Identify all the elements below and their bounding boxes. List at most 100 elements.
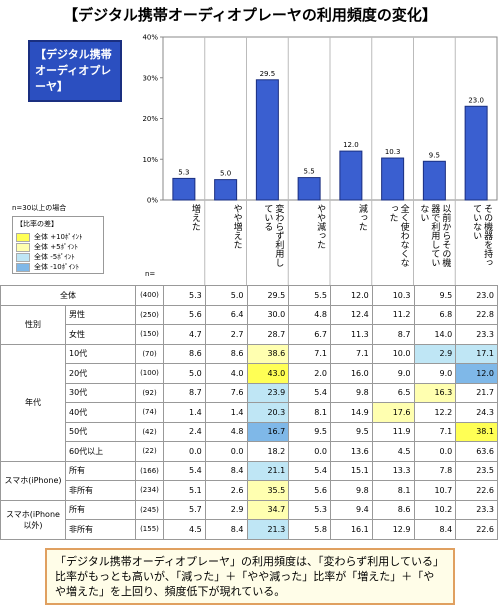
table-row: スマホ(iPhone以外) 所有 (245) 5.7 2.9 34.7 5.3 9.4 8.6 1… xyxy=(0,499,498,540)
legend-swatch xyxy=(16,252,30,262)
y-tick-label: 20% xyxy=(142,115,158,123)
cell: 4.8 xyxy=(288,304,331,325)
sample-size: (92) xyxy=(135,382,164,403)
cell: 2.9 xyxy=(413,343,457,364)
cell: 5.4 xyxy=(163,460,206,481)
table-row: 非所有 (234) 5.1 2.6 35.5 5.6 9.8 8.1 10.7 22.6 xyxy=(1,480,498,501)
cell: 13.3 xyxy=(371,460,415,481)
value-label: 9.5 xyxy=(429,151,440,159)
cell: 6.4 xyxy=(204,304,248,325)
cell: 12.9 xyxy=(371,519,415,540)
sample-size: (166) xyxy=(135,460,164,481)
x-tick-label: 減った xyxy=(356,204,367,231)
cell: 35.5 xyxy=(246,480,290,501)
cell: 14.0 xyxy=(413,324,457,345)
sample-size: (250) xyxy=(135,304,164,325)
table-row: 60代以上 (22) 0.0 0.0 18.2 0.0 13.6 4.5 0.0 63.6 xyxy=(1,441,498,462)
bar xyxy=(464,105,488,201)
cell: 8.4 xyxy=(204,519,248,540)
legend-title: 【比率の差】 xyxy=(16,220,58,228)
cell: 5.5 xyxy=(288,285,331,306)
cell: 9.5 xyxy=(330,421,373,442)
cell: 43.0 xyxy=(246,363,290,384)
row-label: 50代 xyxy=(65,421,136,442)
cell: 16.3 xyxy=(413,382,457,403)
value-label: 5.3 xyxy=(178,168,189,176)
cell: 12.0 xyxy=(330,285,373,306)
bar xyxy=(172,177,196,201)
bar xyxy=(255,79,279,201)
cell: 0.0 xyxy=(163,441,206,462)
cell: 7.8 xyxy=(413,460,457,481)
cell: 5.1 xyxy=(163,480,206,501)
cell: 23.0 xyxy=(455,285,498,306)
cell: 9.4 xyxy=(330,499,373,520)
cell: 9.8 xyxy=(330,480,373,501)
row-label: 所有 xyxy=(65,499,136,520)
y-tick-label: 10% xyxy=(142,156,158,164)
cell: 1.4 xyxy=(163,402,206,423)
bar xyxy=(214,179,238,201)
cell: 5.4 xyxy=(288,382,331,403)
cell: 21.3 xyxy=(246,519,290,540)
cell: 1.4 xyxy=(204,402,248,423)
x-tick-label: やや減った xyxy=(315,204,326,249)
row-label: 非所有 xyxy=(65,480,136,501)
x-tick-label: 全く使わなくなった xyxy=(387,204,409,267)
bar xyxy=(297,177,321,201)
value-label: 23.0 xyxy=(468,96,484,104)
cell: 0.0 xyxy=(288,441,331,462)
table-row: 50代 (42) 2.4 4.8 16.7 9.5 9.5 11.9 7.1 38.1 xyxy=(1,421,498,442)
cell: 15.1 xyxy=(330,460,373,481)
cell: 4.8 xyxy=(204,421,248,442)
cell: 8.4 xyxy=(413,519,457,540)
cell: 14.9 xyxy=(330,402,373,423)
cell: 5.6 xyxy=(163,304,206,325)
cell: 7.6 xyxy=(204,382,248,403)
cell: 9.8 xyxy=(330,382,373,403)
legend-item: 全体 +5ﾎﾟｲﾝﾄ xyxy=(16,242,103,252)
row-label: 10代 xyxy=(65,343,136,364)
legend-label: 全体 +10ﾎﾟｲﾝﾄ xyxy=(34,233,83,241)
legend-item: 全体 -5ﾎﾟｲﾝﾄ xyxy=(16,252,103,262)
cell: 8.6 xyxy=(163,343,206,364)
cell: 10.3 xyxy=(371,285,415,306)
sample-size: (155) xyxy=(135,519,164,540)
cell: 12.2 xyxy=(413,402,457,423)
x-tick-label: やや増えた xyxy=(231,204,242,249)
title: 【デジタル携帯オーディオプレーヤの利用頻度の変化】 xyxy=(63,6,437,24)
cell: 38.1 xyxy=(455,421,498,442)
cell: 17.1 xyxy=(455,343,498,364)
y-tick-label: 30% xyxy=(142,74,158,82)
sample-size: (400) xyxy=(135,285,164,306)
cell: 2.4 xyxy=(163,421,206,442)
cell: 63.6 xyxy=(455,441,498,462)
cell: 10.7 xyxy=(413,480,457,501)
cell: 24.3 xyxy=(455,402,498,423)
sample-size: (70) xyxy=(135,343,164,364)
cell: 2.7 xyxy=(204,324,248,345)
row-label: 20代 xyxy=(65,363,136,384)
cell: 23.9 xyxy=(246,382,290,403)
cell: 29.5 xyxy=(246,285,290,306)
chart: 0% 10% 20% 30% 40% 5.3 5.0 29.5 5.5 12.0 10.3 9.5 23… xyxy=(142,34,498,285)
legend-label: 全体 -5ﾎﾟｲﾝﾄ xyxy=(34,253,75,261)
cell: 8.1 xyxy=(288,402,331,423)
summary: 「デジタル携帯オーディオプレーヤ」の利用頻度は、「変わらず利用している」比率がも… xyxy=(45,548,455,605)
cell: 2.9 xyxy=(204,499,248,520)
row-label: 40代 xyxy=(65,402,136,423)
cell: 22.8 xyxy=(455,304,498,325)
row-label: 男性 xyxy=(65,304,136,325)
cell: 6.8 xyxy=(413,304,457,325)
table: 全体 (400) 5.3 5.0 29.5 5.5 12.0 10.3 9.5 23.0 性別 男性(… xyxy=(0,285,498,540)
cell: 7.1 xyxy=(288,343,331,364)
sample-size: (234) xyxy=(135,480,164,501)
x-tick-label: 増えた xyxy=(189,204,200,231)
group-label: 年代 xyxy=(0,343,66,462)
cell: 5.7 xyxy=(163,499,206,520)
legend-swatch xyxy=(16,232,30,242)
n-label: n= xyxy=(145,270,156,278)
cell: 13.6 xyxy=(330,441,373,462)
cell: 5.3 xyxy=(288,499,331,520)
